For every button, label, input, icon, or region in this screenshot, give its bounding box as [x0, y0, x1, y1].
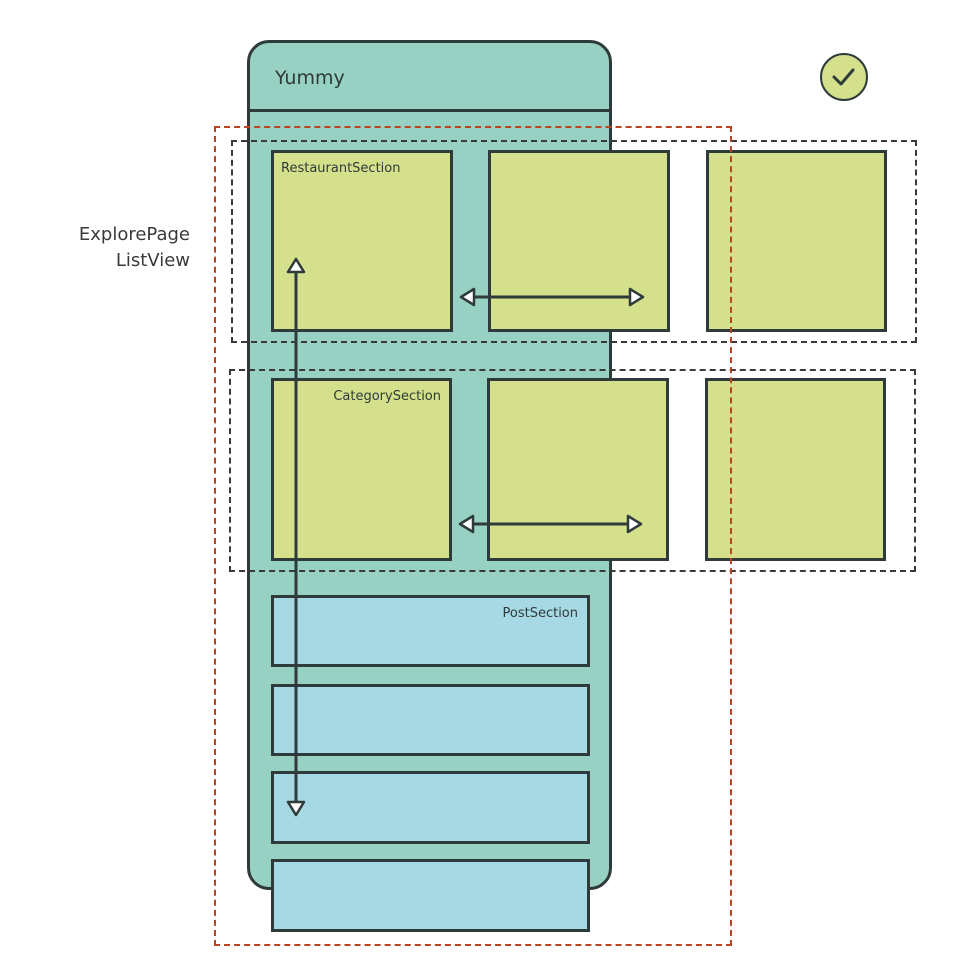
restaurant-card-3: [706, 150, 887, 332]
app-title: Yummy: [275, 67, 345, 89]
listview-outline: [214, 126, 732, 946]
check-circle-icon: [820, 53, 868, 101]
category-card-2: [487, 378, 669, 561]
restaurant-section-label: RestaurantSection: [281, 161, 401, 176]
category-section-label: CategorySection: [333, 389, 441, 404]
restaurant-card-1: RestaurantSection: [271, 150, 453, 332]
post-card-2: [271, 684, 590, 756]
label-line-explorepage: ExplorePage: [78, 224, 190, 245]
category-card-3: [705, 378, 886, 561]
label-line-listview: ListView: [115, 250, 190, 271]
vertical-scroll-arrow: [286, 257, 306, 817]
post-section-label: PostSection: [502, 606, 579, 621]
post-card-1: PostSection: [271, 595, 590, 667]
category-row-outline: [229, 369, 916, 572]
checkmark-glyph: [832, 68, 855, 86]
post-card-3: [271, 771, 590, 844]
horizontal-scroll-arrow-restaurant: [459, 287, 645, 307]
horizontal-scroll-arrow-category: [458, 514, 643, 534]
post-card-4: [271, 859, 590, 932]
restaurant-row-outline: [231, 140, 917, 343]
restaurant-card-2: [488, 150, 670, 332]
app-bar: Yummy: [250, 43, 609, 112]
listview-label: ExplorePage ListView: [79, 222, 190, 274]
category-card-1: CategorySection: [271, 378, 452, 561]
